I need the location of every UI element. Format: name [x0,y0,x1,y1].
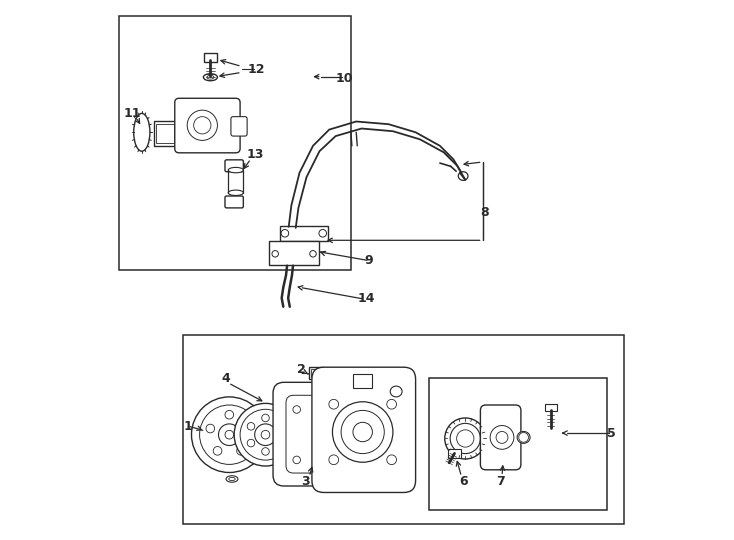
FancyBboxPatch shape [175,98,240,153]
FancyBboxPatch shape [204,53,217,62]
Ellipse shape [226,476,238,482]
Circle shape [457,430,474,447]
Circle shape [234,403,297,466]
Ellipse shape [229,477,235,481]
Circle shape [262,414,269,422]
Ellipse shape [228,167,244,173]
Bar [311,369,321,377]
Circle shape [293,456,300,464]
Circle shape [281,230,288,237]
Ellipse shape [228,190,244,195]
Text: 11: 11 [124,107,142,120]
Circle shape [276,440,284,447]
Circle shape [387,455,396,464]
Circle shape [192,397,267,472]
Circle shape [445,418,486,459]
Text: 13: 13 [247,148,264,161]
Circle shape [206,424,214,433]
Circle shape [194,117,211,134]
Bar [184,335,623,524]
FancyBboxPatch shape [225,196,244,208]
Circle shape [293,406,300,413]
Text: 4: 4 [221,372,230,384]
Ellipse shape [134,113,150,151]
Text: 6: 6 [459,475,468,488]
Bar [119,16,351,270]
Ellipse shape [390,386,402,397]
Circle shape [255,424,276,446]
Circle shape [319,230,327,237]
Text: 12: 12 [247,63,265,76]
Text: 8: 8 [481,206,489,219]
Text: 3: 3 [302,475,310,488]
FancyBboxPatch shape [273,382,362,486]
Circle shape [240,409,291,460]
Text: 5: 5 [607,427,615,440]
Ellipse shape [517,431,530,443]
Circle shape [387,400,396,409]
Text: 10: 10 [335,72,353,85]
Circle shape [225,430,233,439]
Text: 7: 7 [496,475,505,488]
Circle shape [247,440,255,447]
Circle shape [276,422,284,430]
Ellipse shape [207,76,214,79]
Circle shape [200,405,259,464]
Circle shape [187,110,217,140]
FancyBboxPatch shape [286,395,349,473]
Circle shape [219,424,240,446]
Bar [156,124,174,143]
Circle shape [261,430,270,439]
Circle shape [341,410,385,454]
Circle shape [272,251,278,257]
Circle shape [262,448,269,455]
Ellipse shape [203,74,217,80]
Bar [353,374,372,388]
Bar [269,241,319,265]
Text: 9: 9 [364,254,373,267]
Circle shape [490,426,514,449]
FancyBboxPatch shape [448,449,461,458]
Bar [153,122,177,146]
Bar [309,367,323,379]
Circle shape [519,433,528,442]
Circle shape [334,406,342,413]
FancyBboxPatch shape [231,117,247,136]
Bar [280,226,328,241]
Ellipse shape [458,172,468,180]
Bar [429,378,607,510]
Circle shape [247,422,255,430]
Circle shape [450,423,480,454]
Circle shape [244,424,252,433]
FancyBboxPatch shape [545,404,556,411]
Text: 14: 14 [357,292,374,305]
Circle shape [225,410,233,419]
Text: 2: 2 [297,363,306,376]
Circle shape [329,455,338,464]
FancyBboxPatch shape [312,367,415,492]
Circle shape [333,402,393,462]
Circle shape [329,400,338,409]
Circle shape [496,431,508,443]
Circle shape [353,422,372,442]
Circle shape [237,447,245,455]
Circle shape [214,447,222,455]
FancyBboxPatch shape [225,160,244,172]
Circle shape [334,456,342,464]
FancyBboxPatch shape [480,405,521,470]
Text: 1: 1 [184,420,192,433]
Circle shape [310,251,316,257]
